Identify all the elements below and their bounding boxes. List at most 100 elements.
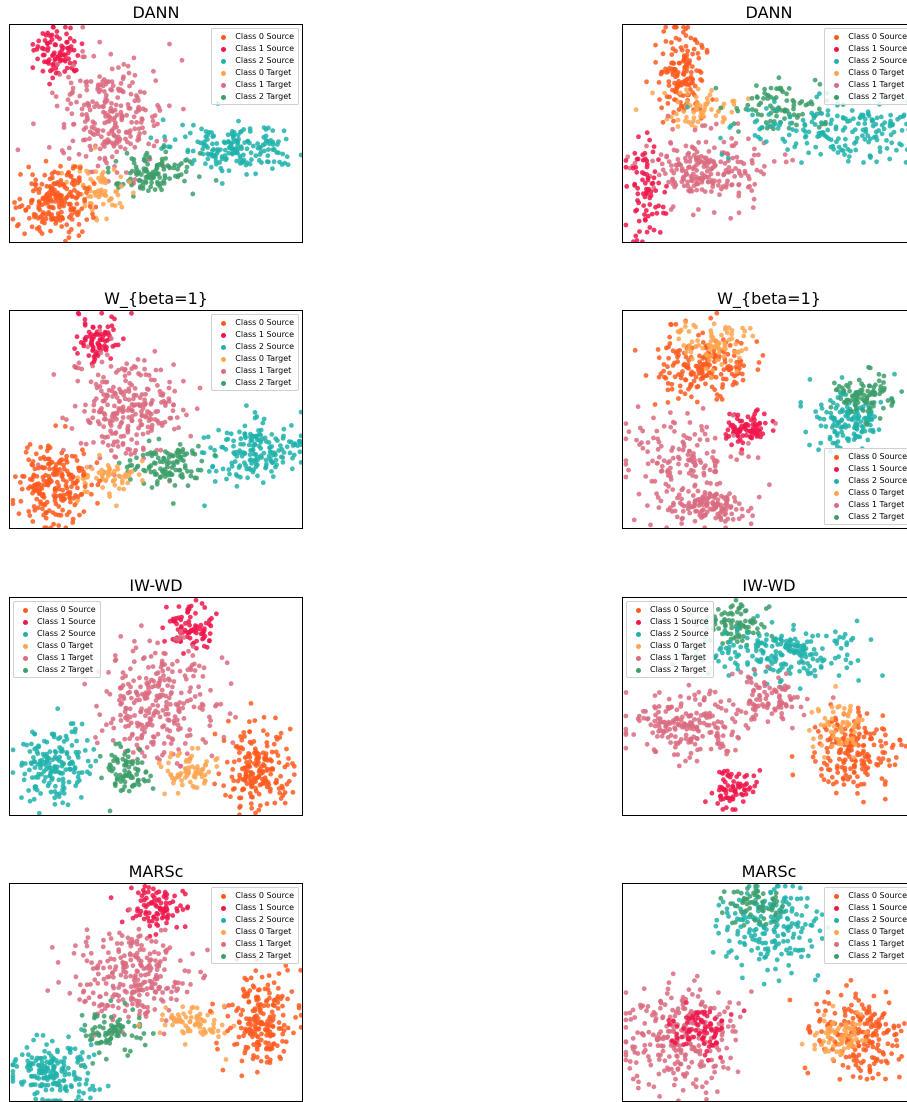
scatter-point [678, 389, 683, 394]
scatter-point [141, 453, 146, 458]
scatter-point [50, 188, 55, 193]
scatter-point [286, 756, 291, 761]
scatter-point [646, 440, 651, 445]
scatter-point [708, 689, 713, 694]
scatter-point [175, 415, 180, 420]
scatter-point [751, 426, 756, 431]
scatter-point [122, 434, 127, 439]
scatter-point [740, 451, 745, 456]
scatter-point [134, 120, 139, 125]
scatter-point [132, 126, 137, 131]
scatter-point [676, 118, 681, 123]
scatter-point [152, 469, 157, 474]
scatter-point [142, 90, 147, 95]
scatter-point [675, 496, 680, 501]
scatter-point [676, 372, 681, 377]
scatter-point [101, 104, 106, 109]
scatter-point [269, 432, 274, 437]
legend-marker [834, 35, 839, 40]
scatter-point [130, 762, 135, 767]
scatter-point [101, 375, 106, 380]
scatter-point [166, 769, 171, 774]
scatter-point [135, 743, 140, 748]
scatter-point [835, 114, 840, 119]
scatter-point [100, 434, 105, 439]
point-cluster [11, 706, 99, 815]
scatter-point [83, 748, 88, 753]
scatter-point [240, 747, 245, 752]
scatter-point [848, 381, 853, 386]
scatter-point [140, 422, 145, 427]
scatter-point [757, 633, 762, 638]
scatter-point [152, 144, 157, 149]
legend-marker [23, 608, 28, 613]
scatter-point [722, 140, 727, 145]
scatter-point [151, 734, 156, 739]
scatter-point [75, 479, 80, 484]
scatter-point [135, 721, 140, 726]
scatter-point [719, 333, 724, 338]
scatter-point [114, 772, 119, 777]
scatter-point [163, 403, 168, 408]
scatter-point [704, 715, 709, 720]
scatter-point [148, 402, 153, 407]
scatter-point [97, 195, 102, 200]
scatter-point [726, 651, 731, 656]
scatter-point [666, 101, 671, 106]
scatter-point [256, 760, 261, 765]
scatter-point [757, 103, 762, 108]
scatter-point [81, 509, 86, 514]
scatter-point [136, 464, 141, 469]
scatter-point [689, 394, 694, 399]
scatter-point [644, 144, 649, 149]
scatter-point [813, 122, 818, 127]
scatter-point [281, 427, 286, 432]
scatter-point [83, 484, 88, 489]
scatter-point [264, 768, 269, 773]
scatter-point [60, 416, 65, 421]
scatter-point [226, 132, 231, 137]
scatter-point [216, 771, 221, 776]
scatter-point [647, 202, 652, 207]
scatter-point [718, 106, 723, 111]
scatter-point [127, 447, 132, 452]
scatter-point [624, 475, 629, 480]
scatter-point [812, 668, 817, 673]
scatter-point [784, 91, 789, 96]
scatter-point [728, 454, 733, 459]
scatter-point [188, 474, 193, 479]
scatter-point [713, 343, 718, 348]
scatter-point [80, 41, 85, 46]
scatter-point [648, 722, 653, 727]
scatter-point [60, 457, 65, 462]
scatter-point [109, 101, 114, 106]
scatter-point [683, 759, 688, 764]
scatter-point [113, 783, 118, 788]
scatter-point [708, 92, 713, 97]
scatter-point [676, 157, 681, 162]
scatter-point [95, 460, 100, 465]
scatter-point [791, 623, 796, 628]
scatter-point [96, 82, 101, 87]
scatter-point [140, 392, 145, 397]
scatter-point [150, 485, 155, 490]
scatter-point [734, 507, 739, 512]
scatter-point [126, 691, 131, 696]
scatter-point [186, 649, 191, 654]
scatter-point [120, 481, 125, 486]
scatter-point [670, 88, 675, 93]
scatter-point [52, 472, 57, 477]
scatter-point [661, 120, 666, 125]
scatter-point [75, 190, 80, 195]
scatter-point [155, 409, 160, 414]
scatter-point [168, 416, 173, 421]
legend-marker [23, 620, 28, 625]
scatter-point [804, 134, 809, 139]
scatter-point [11, 748, 16, 753]
scatter-point [105, 402, 110, 407]
scatter-point [64, 734, 69, 739]
scatter-point [110, 79, 115, 84]
scatter-point [676, 741, 681, 746]
scatter-point [18, 172, 23, 177]
scatter-point [44, 159, 49, 164]
